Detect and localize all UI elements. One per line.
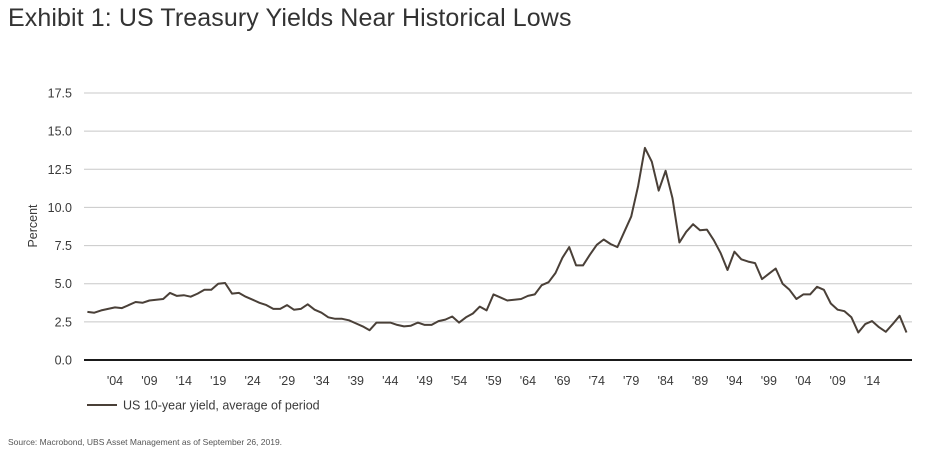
chart-title: Exhibit 1: US Treasury Yields Near Histo… [8, 4, 572, 32]
x-tick-label: '79 [623, 374, 639, 388]
x-tick-label: '09 [830, 374, 846, 388]
x-tick-label: '09 [141, 374, 157, 388]
x-tick-label: '89 [692, 374, 708, 388]
x-tick-label: '04 [107, 374, 123, 388]
y-tick-label: 2.5 [55, 315, 72, 329]
x-tick-label: '34 [313, 374, 329, 388]
x-tick-label: '04 [795, 374, 811, 388]
y-tick-label: 7.5 [55, 239, 72, 253]
x-tick-label: '14 [176, 374, 192, 388]
series-line [87, 146, 908, 334]
y-tick-label: 10.0 [48, 201, 72, 215]
x-tick-label: '24 [244, 374, 260, 388]
y-axis-ticks: 0.0 2.5 5.0 7.5 10.0 12.5 15.0 17.5 [48, 87, 72, 368]
x-tick-label: '69 [554, 374, 570, 388]
y-tick-label: 12.5 [48, 163, 72, 177]
x-axis-ticks: '04 '09 '14 '19 '24 '29 '34 '39 '44 '49 '54 '59 '64 '… [107, 374, 880, 388]
x-tick-label: '29 [279, 374, 295, 388]
legend-label: US 10-year yield, average of period [123, 399, 320, 413]
y-tick-label: 15.0 [48, 125, 72, 139]
legend: US 10-year yield, average of period [87, 399, 320, 413]
x-tick-label: '74 [589, 374, 605, 388]
x-tick-label: '39 [348, 374, 364, 388]
x-tick-label: '54 [451, 374, 467, 388]
y-tick-label: 17.5 [48, 87, 72, 101]
x-tick-label: '44 [382, 374, 398, 388]
x-tick-label: '64 [520, 374, 536, 388]
x-tick-label: '94 [726, 374, 742, 388]
y-axis-label: Percent [26, 204, 40, 248]
x-tick-label: '19 [210, 374, 226, 388]
y-tick-label: 5.0 [55, 277, 72, 291]
x-tick-label: '84 [657, 374, 673, 388]
series-layer [87, 146, 908, 334]
y-tick-label: 0.0 [55, 354, 72, 368]
x-tick-label: '49 [417, 374, 433, 388]
x-tick-label: '99 [761, 374, 777, 388]
source-note: Source: Macrobond, UBS Asset Management … [8, 437, 283, 447]
x-tick-label: '59 [485, 374, 501, 388]
x-tick-label: '14 [864, 374, 880, 388]
